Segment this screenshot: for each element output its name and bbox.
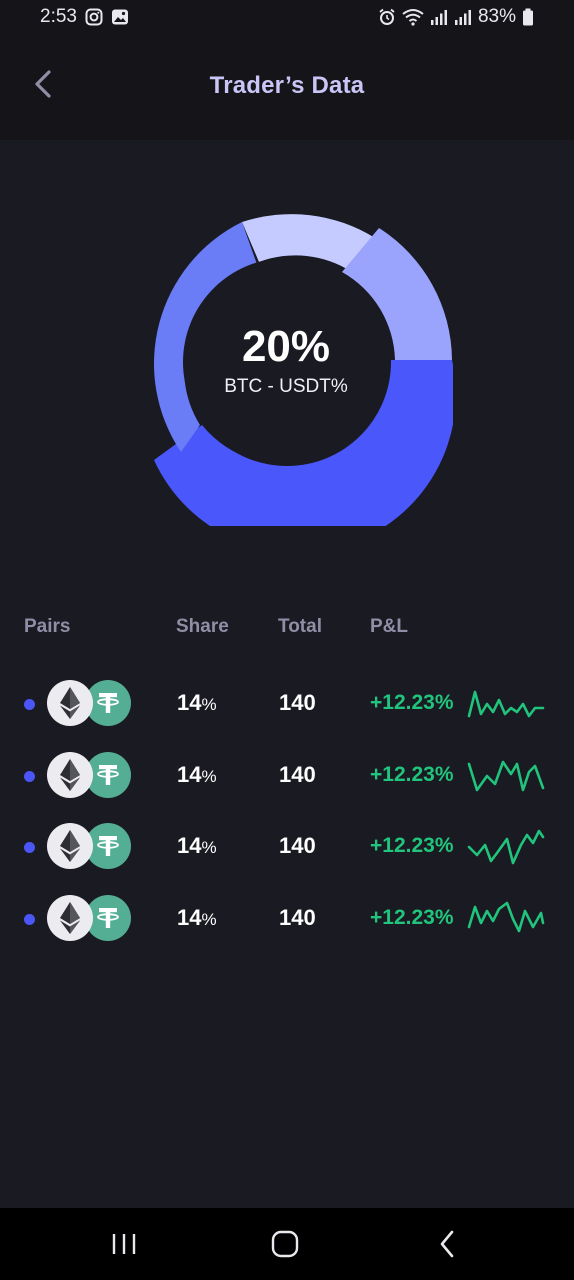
pair-icons [47,751,133,800]
share-unit: % [201,766,217,786]
row-indicator-dot [24,842,35,853]
pnl-value: +12.23% [370,691,454,714]
app-header: Trader’s Data [0,36,574,140]
total-value: 140 [279,761,316,787]
pnl-sparkline [467,760,545,791]
pair-icons [47,823,133,871]
status-left: 2:53 [40,6,129,28]
table-row[interactable]: 14% 140 +12.23% [0,819,574,875]
row-indicator-dot [24,770,35,782]
share-number: 14 [177,833,202,858]
share-value: 14% [177,762,217,788]
share-value: 14% [177,905,217,931]
back-chevron-icon[interactable] [26,66,62,102]
share-unit: % [201,838,217,857]
pnl-value: +12.23% [370,834,454,857]
status-bar: 2:53 [0,0,574,36]
donut-value: 20% [241,322,331,371]
status-right: 83% [378,6,534,28]
share-number: 14 [177,761,202,787]
page-title: Trader’s Data [209,72,365,99]
share-value: 14% [177,690,217,716]
donut-segment-3 [242,214,375,272]
pair-icons [47,680,133,728]
status-time: 2:53 [40,6,77,27]
pair-icons [47,894,133,943]
column-share: Share [176,616,229,637]
system-nav-bar [0,1208,574,1280]
pnl-sparkline [467,690,545,718]
home-icon[interactable] [265,1226,305,1262]
donut-label: BTC - USDT% [224,376,348,397]
row-indicator-dot [24,699,35,710]
share-number: 14 [177,904,202,930]
ethereum-icon [47,751,93,798]
share-number: 14 [177,690,202,715]
share-unit: % [201,909,217,929]
pnl-sparkline [467,829,545,865]
alarm-icon [379,8,395,25]
share-unit: % [201,695,217,714]
share-value: 14% [177,833,217,859]
gallery-icon [111,9,128,25]
nav-back-icon[interactable] [428,1226,468,1262]
pnl-value: +12.23% [370,905,454,929]
wifi-icon [402,9,424,26]
ethereum-icon [47,823,93,869]
total-value: 140 [279,904,316,930]
table-row[interactable]: 14% 140 +12.23% [0,891,574,947]
share-donut-chart [153,214,453,526]
table-row[interactable]: 14% 140 +12.23% [0,748,574,804]
battery-percent: 83% [477,6,516,27]
pnl-value: +12.23% [370,762,454,786]
donut-center: 20% BTC - USDT% [137,320,453,398]
signal-icon [430,10,447,25]
ethereum-icon [47,680,93,726]
tether-icon [85,751,131,798]
table-row[interactable]: 14% 140 +12.23% [0,676,574,732]
pnl-sparkline [467,901,545,932]
donut-segment-1 [154,360,453,526]
column-pnl: P&L [370,616,408,637]
row-indicator-dot [24,913,35,925]
recent-apps-icon[interactable] [104,1226,144,1262]
table-header: Pairs Share Total P&L [0,616,574,640]
total-value: 140 [279,833,316,858]
donut-segment-4 [342,228,452,360]
ethereum-icon [47,894,93,941]
signal-icon-2 [454,10,471,25]
total-value: 140 [279,690,316,715]
battery-icon [523,8,533,26]
instagram-icon [85,8,103,26]
column-total: Total [278,616,322,637]
column-pairs: Pairs [24,616,71,637]
